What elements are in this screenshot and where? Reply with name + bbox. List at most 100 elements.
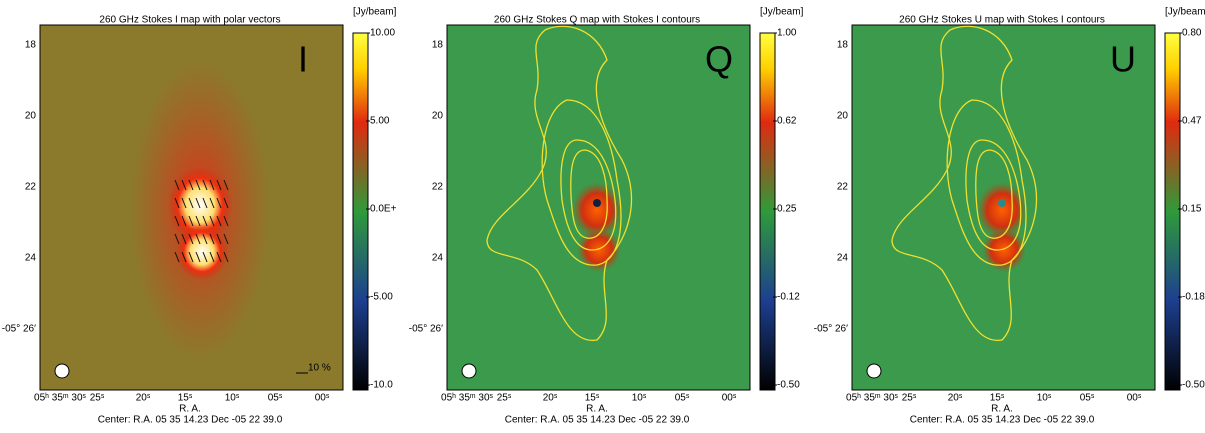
polar-vector bbox=[202, 215, 208, 227]
x-tick-label: 05ˢ bbox=[675, 393, 690, 404]
x-tick-label: 25ˢ bbox=[902, 393, 917, 404]
x-axis-label: R. A. bbox=[179, 404, 201, 415]
intensity-contour bbox=[975, 149, 1013, 239]
polar-vector bbox=[209, 197, 215, 209]
polar-vector bbox=[195, 233, 201, 245]
intensity-contour bbox=[560, 139, 617, 251]
polar-vector bbox=[195, 179, 201, 191]
y-tick-label: 24 bbox=[837, 253, 849, 264]
y-tick-label: 22 bbox=[25, 182, 37, 193]
polar-vector bbox=[223, 197, 229, 209]
y-tick-label: 18 bbox=[432, 40, 444, 51]
intensity-contour bbox=[570, 149, 608, 239]
y-tick-label: 22 bbox=[837, 182, 849, 193]
y-tick-label: 20 bbox=[25, 111, 37, 122]
colorbar-tick-label: -0.18 bbox=[1182, 292, 1205, 303]
colorbar bbox=[352, 32, 369, 391]
polar-vector bbox=[195, 197, 201, 209]
polar-vector bbox=[188, 179, 194, 191]
x-tick-label: 00ˢ bbox=[315, 393, 330, 404]
x-axis-label: R. A. bbox=[991, 404, 1013, 415]
panel-title: 260 GHz Stokes I map with polar vectors bbox=[99, 15, 280, 26]
colorbar-tick-label: -0.12 bbox=[777, 292, 800, 303]
y-tick-label: 18 bbox=[25, 40, 37, 51]
x-tick-label: 15ˢ bbox=[990, 393, 1005, 404]
x-tick-label: 05ʰ 35ᵐ 30ˢ bbox=[846, 393, 898, 404]
emission-core bbox=[176, 224, 228, 280]
colorbar-tick-label: -0.50 bbox=[1182, 380, 1205, 391]
polar-vector bbox=[223, 251, 229, 263]
colorbar-tick-label: 0.25 bbox=[777, 204, 797, 215]
polar-vector bbox=[188, 197, 194, 209]
polar-vector bbox=[209, 215, 215, 227]
panel-title: 260 GHz Stokes U map with Stokes I conto… bbox=[899, 15, 1105, 26]
map-panel: U bbox=[851, 24, 1156, 391]
colorbar-tick-label: 0.80 bbox=[1182, 28, 1202, 39]
colorbar-tick-label: 0.47 bbox=[1182, 116, 1202, 127]
polar-vector bbox=[195, 215, 201, 227]
map-panel: Q bbox=[446, 24, 751, 391]
polar-vector bbox=[202, 251, 208, 263]
polar-vector bbox=[181, 251, 187, 263]
colorbar-unit: [Jy/beam] bbox=[353, 7, 397, 18]
x-axis-label: R. A. bbox=[586, 404, 608, 415]
intensity-contour bbox=[891, 25, 1038, 341]
polar-vector bbox=[223, 233, 229, 245]
scale-note: 10 % bbox=[308, 363, 331, 374]
colorbar-tick-label: 0.15 bbox=[1182, 204, 1202, 215]
center-note: Center: R.A. 05 35 14.23 Dec -05 22 39.0 bbox=[505, 415, 690, 426]
polar-vector bbox=[209, 179, 215, 191]
emission-peak bbox=[998, 199, 1006, 207]
polar-vector bbox=[216, 179, 222, 191]
x-tick-label: 05ʰ 35ᵐ 30ˢ bbox=[441, 393, 493, 404]
y-tick-label: 20 bbox=[432, 111, 444, 122]
polar-vector bbox=[174, 179, 180, 191]
x-tick-label: 00ˢ bbox=[1127, 393, 1142, 404]
polar-vector bbox=[209, 251, 215, 263]
polar-vector bbox=[181, 197, 187, 209]
x-tick-label: 00ˢ bbox=[722, 393, 737, 404]
colorbar-unit: [Jy/beam] bbox=[760, 7, 804, 18]
x-tick-label: 05ˢ bbox=[1080, 393, 1095, 404]
polar-vector bbox=[181, 233, 187, 245]
emission-core bbox=[572, 182, 622, 238]
y-tick-label: -05° 26′ bbox=[409, 324, 443, 335]
polar-vector bbox=[216, 233, 222, 245]
x-tick-label: 05ʰ 35ᵐ 30ˢ bbox=[34, 393, 86, 404]
emission-peak bbox=[593, 199, 601, 207]
polar-vector bbox=[195, 251, 201, 263]
map-letter: I bbox=[298, 39, 308, 80]
polar-vector bbox=[223, 179, 229, 191]
center-note: Center: R.A. 05 35 14.23 Dec -05 22 39.0 bbox=[98, 415, 283, 426]
colorbar-tick-label: 1.00 bbox=[777, 28, 797, 39]
polar-vector bbox=[188, 233, 194, 245]
polar-vector bbox=[216, 251, 222, 263]
colorbar-tick-label: 10.00 bbox=[370, 28, 395, 39]
colorbar-tick-label: -5.00 bbox=[370, 292, 393, 303]
x-tick-label: 15ˢ bbox=[178, 393, 193, 404]
polar-vector bbox=[174, 251, 180, 263]
polar-vector bbox=[188, 215, 194, 227]
beam bbox=[866, 363, 882, 379]
center-note: Center: R.A. 05 35 14.23 Dec -05 22 39.0 bbox=[910, 415, 1095, 426]
polar-vector bbox=[188, 251, 194, 263]
x-tick-label: 05ˢ bbox=[268, 393, 283, 404]
colorbar-tick-label: 5.00 bbox=[370, 116, 390, 127]
beam bbox=[461, 363, 477, 379]
y-tick-label: 20 bbox=[837, 111, 849, 122]
x-tick-label: 15ˢ bbox=[585, 393, 600, 404]
y-tick-label: 18 bbox=[837, 40, 849, 51]
beam bbox=[54, 363, 70, 379]
map-letter: U bbox=[1110, 39, 1136, 80]
polar-vector bbox=[174, 233, 180, 245]
x-tick-label: 20ˢ bbox=[948, 393, 963, 404]
polar-vector bbox=[209, 233, 215, 245]
intensity-contour bbox=[965, 139, 1022, 251]
colorbar-tick-label: -10.0 bbox=[370, 380, 393, 391]
colorbar-tick-label: -0.50 bbox=[777, 380, 800, 391]
x-tick-label: 20ˢ bbox=[543, 393, 558, 404]
polar-vector bbox=[181, 215, 187, 227]
colorbar-unit: [Jy/beam] bbox=[1165, 7, 1205, 18]
polar-vector bbox=[223, 215, 229, 227]
